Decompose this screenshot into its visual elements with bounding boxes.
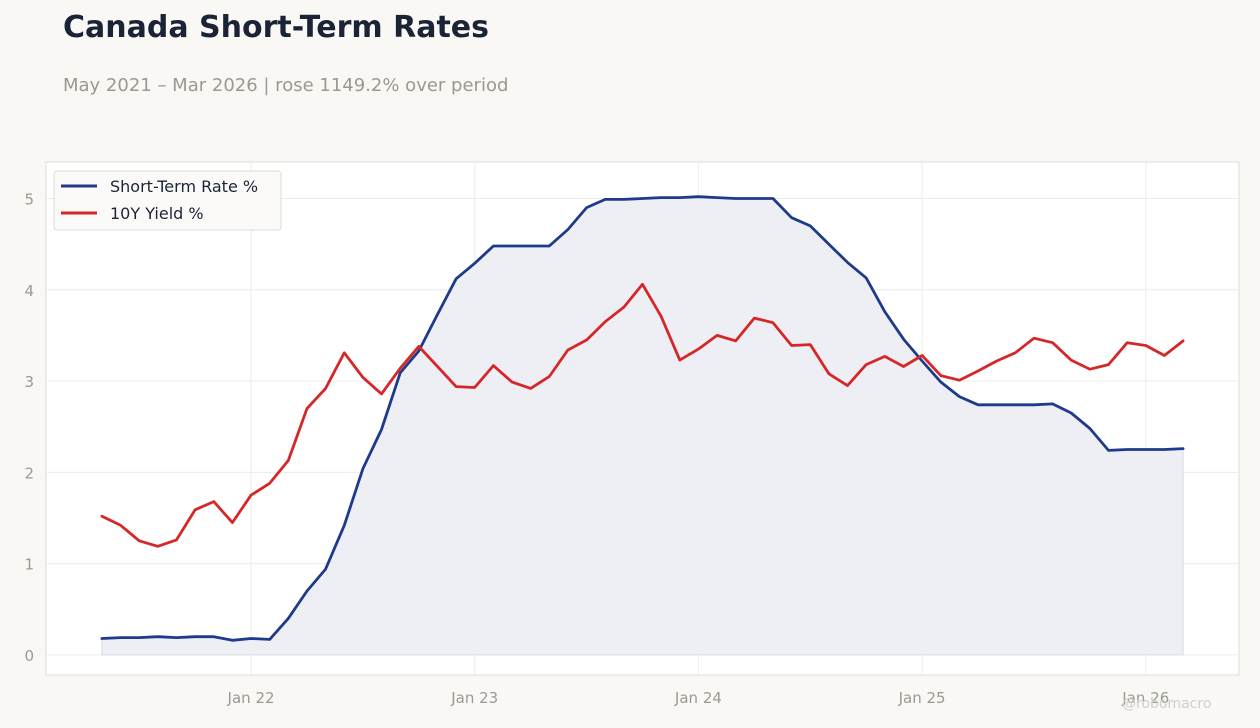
x-tick-label: Jan 22 — [227, 689, 275, 707]
x-tick-label: Jan 26 — [1121, 689, 1169, 707]
series-line-short-term-rate — [100, 195, 1185, 642]
series-line-10y-yield — [100, 282, 1185, 548]
x-tick-label: Jan 24 — [674, 689, 722, 707]
chart-marks — [100, 195, 1185, 656]
legend-box — [53, 170, 282, 231]
axis-ticks: 0 1 2 3 4 5 Jan 22 Jan 23 Jan 24 Jan 25 Jan 26 — [24, 191, 1169, 707]
y-tick-label: 5 — [24, 191, 34, 209]
y-tick-label: 0 — [24, 647, 34, 665]
y-tick-label: 1 — [24, 556, 34, 574]
y-tick-label: 2 — [24, 464, 34, 482]
y-tick-label: 3 — [24, 373, 34, 391]
x-tick-label: Jan 23 — [450, 689, 498, 707]
x-tick-label: Jan 25 — [898, 689, 946, 707]
chart-title: Canada Short-Term Rates — [63, 10, 489, 45]
y-tick-label: 4 — [24, 282, 34, 300]
watermark: @robomacro — [1122, 696, 1212, 712]
legend-label: Short-Term Rate % — [110, 177, 258, 196]
chart-subtitle: May 2021 – Mar 2026 | rose 1149.2% over … — [63, 75, 509, 96]
legend: Short-Term Rate % 10Y Yield % — [53, 170, 282, 231]
legend-label: 10Y Yield % — [110, 204, 204, 223]
